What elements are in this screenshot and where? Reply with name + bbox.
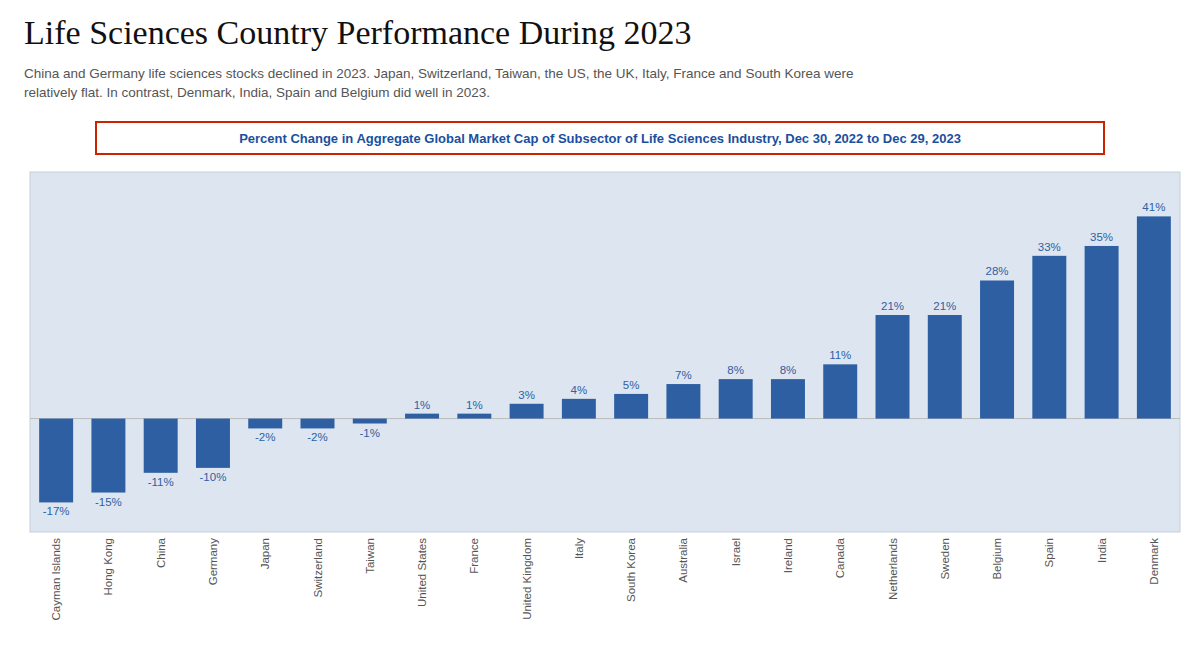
bar — [719, 379, 753, 418]
bar — [562, 399, 596, 419]
data-label: -11% — [148, 476, 174, 488]
data-label: 35% — [1090, 231, 1113, 243]
data-label: 4% — [571, 384, 588, 396]
annotation-box — [96, 122, 1104, 154]
bar — [1032, 256, 1066, 419]
data-label: -2% — [307, 431, 327, 443]
bar — [928, 315, 962, 419]
bar — [980, 280, 1014, 418]
data-label: 1% — [414, 399, 431, 411]
data-label: -1% — [360, 427, 380, 439]
title: Life Sciences Country Performance During… — [24, 14, 692, 51]
x-tick-label: Australia — [677, 537, 689, 582]
data-label: 5% — [623, 379, 640, 391]
x-tick-label: South Korea — [625, 537, 637, 602]
data-label: -2% — [255, 431, 275, 443]
x-tick-labels: Cayman Islands Hong Kong China Germany Japan… — [50, 537, 1160, 620]
data-label: 3% — [518, 389, 535, 401]
subtitle-line: China and Germany life sciences stocks d… — [24, 66, 853, 81]
data-label: 21% — [933, 300, 956, 312]
x-tick-label: United States — [416, 538, 428, 607]
x-tick-label: Belgium — [991, 538, 1003, 580]
subtitle-line: relatively flat. In contrast, Denmark, I… — [24, 85, 490, 100]
data-label: 7% — [675, 369, 692, 381]
data-label: -15% — [95, 496, 122, 508]
plot-area — [30, 172, 1180, 532]
data-label: 1% — [466, 399, 483, 411]
x-tick-label: Switzerland — [312, 538, 324, 597]
bar — [405, 414, 439, 419]
x-tick-label: Denmark — [1148, 538, 1160, 585]
x-tick-label: Italy — [573, 538, 585, 559]
bar — [39, 419, 73, 503]
x-tick-label: United Kingdom — [521, 538, 533, 620]
bar — [823, 364, 857, 418]
x-tick-label: China — [155, 537, 167, 568]
data-labels: -17% -15% -11% -10% -2% -2% -1% 1% 1% 3% 4% 5% 7% 8% 8… — [43, 201, 1166, 517]
data-label: -10% — [200, 471, 227, 483]
bar — [771, 379, 805, 418]
data-label: 8% — [780, 364, 797, 376]
bar — [510, 404, 544, 419]
bar — [1085, 246, 1119, 419]
data-label: 33% — [1038, 241, 1061, 253]
data-label: 28% — [986, 265, 1009, 277]
bar — [614, 394, 648, 419]
x-tick-label: Germany — [207, 538, 219, 586]
data-label: 41% — [1142, 201, 1165, 213]
bar — [196, 419, 230, 468]
subtitle: China and Germany life sciences stocks d… — [24, 66, 853, 100]
bar — [301, 419, 335, 429]
x-tick-label: Spain — [1043, 538, 1055, 567]
x-tick-label: Sweden — [939, 538, 951, 580]
bar — [457, 414, 491, 419]
bar — [666, 384, 700, 419]
x-tick-label: Japan — [259, 538, 271, 569]
bar — [248, 419, 282, 429]
data-label: 8% — [727, 364, 744, 376]
x-tick-label: Taiwan — [364, 538, 376, 574]
x-tick-label: Israel — [730, 538, 742, 566]
bars — [39, 216, 1171, 502]
x-tick-label: Ireland — [782, 538, 794, 573]
x-tick-label: Cayman Islands — [50, 538, 62, 621]
data-label: 11% — [829, 349, 851, 361]
x-tick-label: France — [468, 538, 480, 574]
x-tick-label: Hong Kong — [102, 538, 114, 596]
bar — [144, 419, 178, 473]
bar — [1137, 216, 1171, 418]
annotation: Percent Change in Aggregate Global Marke… — [239, 131, 961, 146]
x-tick-label: Canada — [834, 537, 846, 578]
x-tick-label: Netherlands — [887, 538, 899, 600]
data-label: -17% — [43, 505, 70, 517]
bar — [91, 419, 125, 493]
chart-root: Life Sciences Country Performance During… — [0, 0, 1200, 652]
bar — [876, 315, 910, 419]
data-label: 21% — [881, 300, 904, 312]
x-tick-label: India — [1096, 537, 1108, 563]
bar — [353, 419, 387, 424]
